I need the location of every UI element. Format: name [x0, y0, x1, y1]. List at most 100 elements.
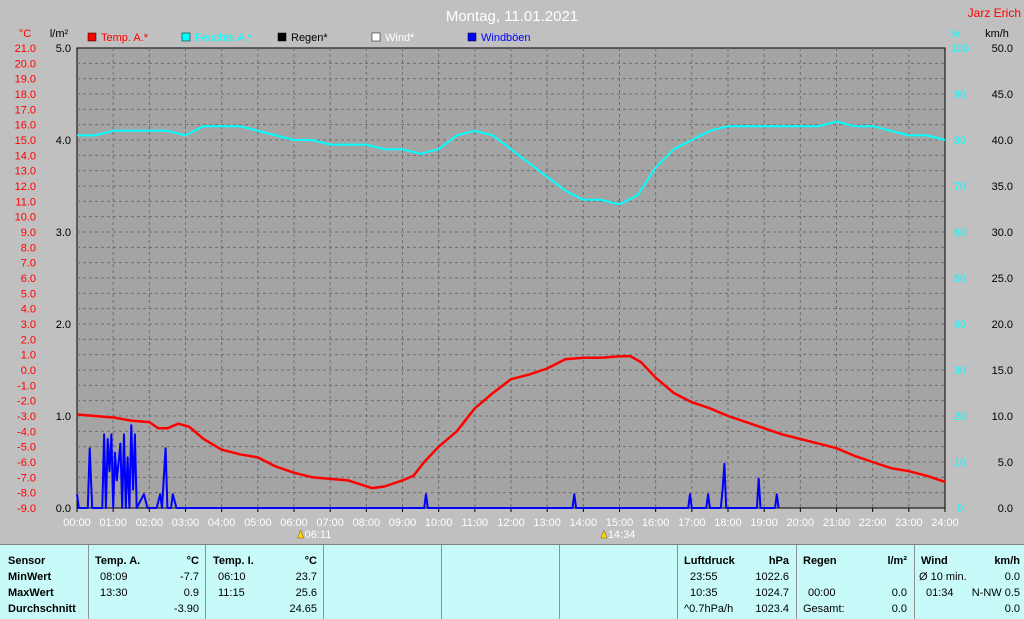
- humidity-tick-label: 10: [954, 457, 966, 469]
- temp-tick-label: 16.0: [15, 120, 36, 132]
- temp-i-unit: °C: [304, 555, 317, 567]
- temp-tick-label: -8.0: [17, 488, 36, 500]
- temp-tick-label: -5.0: [17, 442, 36, 454]
- rain-tick-label: 5.0: [56, 43, 71, 55]
- rain-tick-label: 4.0: [56, 135, 71, 147]
- x-tick-label: 14:00: [570, 517, 598, 529]
- x-tick-label: 13:00: [533, 517, 561, 529]
- wind-tick-label: 30.0: [992, 227, 1013, 239]
- wind-tick-label: 40.0: [992, 135, 1013, 147]
- rain-unit: l/m²: [887, 555, 907, 567]
- column-divider: [914, 545, 915, 619]
- temp-tick-label: 18.0: [15, 89, 36, 101]
- grid: [77, 48, 945, 508]
- temp-i-max-value: 25.6: [295, 587, 317, 599]
- wind-header: Wind: [921, 555, 948, 567]
- wind-max-time: 01:34: [926, 587, 954, 599]
- stats-panel: Sensor MinWert MaxWert Durchschnitt Temp…: [0, 544, 1024, 619]
- x-tick-label: 00:00: [63, 517, 91, 529]
- temp-tick-label: 15.0: [15, 135, 36, 147]
- legend: Temp. A.* Feuchte A.* Regen* Wind* Windböen: [87, 32, 531, 44]
- avg-row-label: Durchschnitt: [8, 603, 76, 615]
- temp-tick-label: -7.0: [17, 472, 36, 484]
- rain-max-time: 00:00: [808, 587, 836, 599]
- rain-tick-label: 1.0: [56, 411, 71, 423]
- temp-tick-label: 7.0: [21, 258, 36, 270]
- humidity-tick-label: 0: [957, 503, 963, 515]
- x-tick-label: 01:00: [99, 517, 127, 529]
- temp-i-min-time: 06:10: [218, 571, 246, 583]
- temp-tick-label: -6.0: [17, 457, 36, 469]
- temp-tick-label: 8.0: [21, 242, 36, 254]
- x-tick-label: 07:00: [316, 517, 344, 529]
- legend-swatch: [467, 32, 477, 42]
- x-tick-label: 06:00: [280, 517, 308, 529]
- temp-tick-label: 0.0: [21, 365, 36, 377]
- wind-tick-label: 50.0: [992, 43, 1013, 55]
- sunrise-marker: [297, 529, 304, 539]
- x-tick-label: 03:00: [172, 517, 200, 529]
- wind-tick-label: 35.0: [992, 181, 1013, 193]
- humidity-outdoor-line: [77, 120, 946, 206]
- humidity-tick-label: 90: [954, 89, 966, 101]
- x-tick-label: 10:00: [425, 517, 453, 529]
- wind-tick-label: 0.0: [998, 503, 1013, 515]
- column-divider: [796, 545, 797, 619]
- temp-tick-label: 17.0: [15, 104, 36, 116]
- max-row-label: MaxWert: [8, 587, 54, 599]
- wind-tick-label: 5.0: [998, 457, 1013, 469]
- humidity-tick-label: 100: [951, 43, 969, 55]
- pressure-min-time: 23:55: [690, 571, 718, 583]
- x-tick-label: 17:00: [678, 517, 706, 529]
- x-tick-label: 09:00: [389, 517, 417, 529]
- temp-tick-label: 1.0: [21, 350, 36, 362]
- temp-tick-label: 21.0: [15, 43, 36, 55]
- rain-header: Regen: [803, 555, 837, 567]
- column-divider: [323, 545, 324, 619]
- temp-a-header: Temp. A.: [95, 555, 141, 567]
- x-tick-label: 04:00: [208, 517, 236, 529]
- series-group: [76, 120, 946, 509]
- column-divider: [559, 545, 560, 619]
- temp-i-header: Temp. I.: [213, 555, 254, 567]
- author-label: Jarz Erich: [968, 6, 1021, 20]
- temp-outdoor-line: [76, 354, 946, 490]
- temp-unit-label: °C: [19, 28, 31, 40]
- legend-swatch: [277, 32, 287, 42]
- humidity-tick-label: 30: [954, 365, 966, 377]
- x-tick-label: 05:00: [244, 517, 272, 529]
- sunrise-time: 06:11: [305, 529, 332, 541]
- temp-i-avg-value: 24.65: [289, 603, 317, 615]
- pressure-max-value: 1024.7: [755, 587, 789, 599]
- temp-tick-label: -2.0: [17, 396, 36, 408]
- humidity-tick-label: 80: [954, 135, 966, 147]
- wind-tick-label: 15.0: [992, 365, 1013, 377]
- humidity-tick-label: 20: [954, 411, 966, 423]
- temp-tick-label: 13.0: [15, 166, 36, 178]
- temp-tick-label: 4.0: [21, 304, 36, 316]
- weather-chart: Montag, 11.01.2021 Jarz Erich °C l/m² % …: [15, 6, 1021, 541]
- wind-min-value: 0.0: [1004, 571, 1020, 583]
- x-tick-label: 24:00: [931, 517, 959, 529]
- pressure-max-time: 10:35: [690, 587, 718, 599]
- x-tick-label: 20:00: [787, 517, 815, 529]
- wind-tick-label: 45.0: [992, 89, 1013, 101]
- humidity-tick-label: 50: [954, 273, 966, 285]
- x-tick-label: 08:00: [353, 517, 381, 529]
- legend-swatch: [181, 32, 191, 42]
- pressure-header: Luftdruck: [684, 555, 735, 567]
- temp-tick-label: 14.0: [15, 150, 36, 162]
- temp-tick-label: -3.0: [17, 411, 36, 423]
- rain-tick-label: 0.0: [56, 503, 71, 515]
- temp-i-min-value: 23.7: [295, 571, 317, 583]
- x-tick-label: 23:00: [895, 517, 923, 529]
- rain-axis: 5.0 4.0 3.0 2.0 1.0 0.0: [56, 43, 71, 515]
- legend-label: Windböen: [481, 32, 531, 44]
- wind-tick-label: 20.0: [992, 319, 1013, 331]
- column-divider: [677, 545, 678, 619]
- column-divider: [88, 545, 89, 619]
- rain-total-value: 0.0: [891, 603, 907, 615]
- x-tick-label: 22:00: [859, 517, 887, 529]
- x-tick-label: 12:00: [497, 517, 525, 529]
